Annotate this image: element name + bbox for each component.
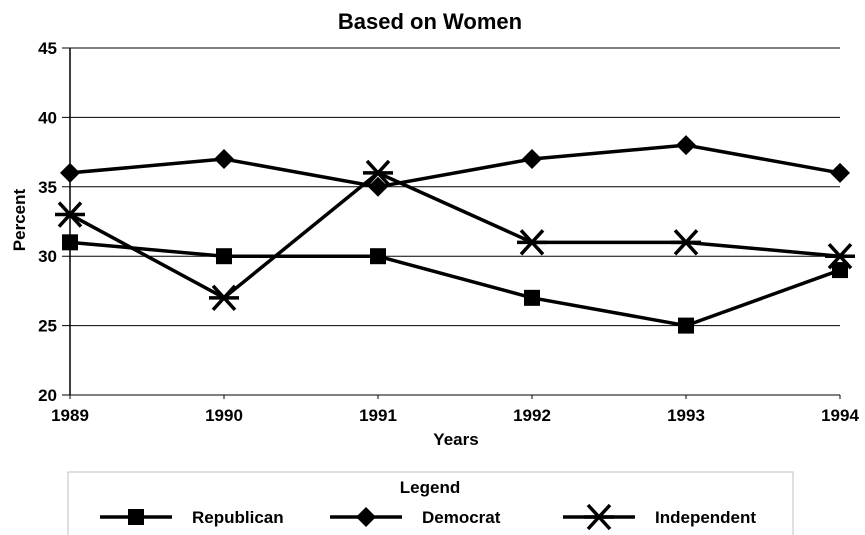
legend-item-republican: Republican — [100, 508, 284, 527]
x-axis-label: Years — [433, 430, 478, 449]
republican-point — [678, 317, 694, 334]
x-tick-label: 1991 — [359, 406, 397, 425]
y-axis-label: Percent — [10, 188, 29, 251]
x-tick-label: 1993 — [667, 406, 705, 425]
series-democrat — [60, 135, 850, 197]
y-tick-label: 30 — [38, 247, 57, 266]
independent-point — [363, 159, 393, 187]
x-tick-label: 1989 — [51, 406, 89, 425]
x-tick-label: 1992 — [513, 406, 551, 425]
y-tick-label: 40 — [38, 108, 57, 127]
y-tick-label: 20 — [38, 386, 57, 405]
legend-democrat-marker — [356, 507, 376, 527]
legend-label-democrat: Democrat — [422, 508, 501, 527]
democrat-point — [522, 149, 542, 170]
democrat-point — [60, 162, 80, 183]
series-group — [55, 135, 855, 334]
y-tick-label: 35 — [38, 178, 57, 197]
independent-line — [69, 170, 841, 300]
x-tick-label: 1990 — [205, 406, 243, 425]
democrat-point — [368, 176, 388, 197]
republican-point — [524, 289, 540, 306]
independent-point — [55, 201, 85, 228]
republican-point — [370, 248, 386, 265]
legend-label-republican: Republican — [192, 508, 284, 527]
y-tick-label: 25 — [38, 317, 57, 336]
democrat-line — [69, 143, 841, 189]
republican-line — [69, 240, 841, 328]
chart-title: Based on Women — [338, 9, 522, 34]
legend-republican-marker — [128, 509, 144, 525]
legend-box — [67, 471, 794, 535]
independent-point — [825, 243, 855, 270]
series-republican — [62, 234, 848, 334]
y-tick-label: 45 — [38, 39, 57, 58]
legend-item-democrat: Democrat — [330, 507, 501, 527]
democrat-point — [676, 135, 696, 156]
republican-point — [62, 234, 78, 251]
legend-label-independent: Independent — [655, 508, 756, 527]
democrat-point — [214, 149, 234, 170]
legend-independent-marker — [584, 503, 614, 531]
independent-point — [517, 229, 547, 256]
independent-point — [209, 284, 239, 312]
republican-point — [216, 248, 232, 265]
grid-lines — [62, 47, 840, 396]
legend-item-independent: Independent — [563, 503, 756, 531]
x-tick-label: 1994 — [821, 406, 859, 425]
legend-title: Legend — [400, 478, 460, 497]
independent-point — [671, 229, 701, 256]
series-independent — [55, 159, 855, 312]
x-tick-labels: 1989 1990 1991 1992 1993 1994 — [51, 395, 859, 425]
republican-point — [832, 262, 848, 279]
democrat-point — [830, 162, 850, 183]
y-tick-labels: 20 25 30 35 40 45 — [38, 39, 57, 405]
legend: Republican Democrat Independent — [100, 503, 756, 531]
